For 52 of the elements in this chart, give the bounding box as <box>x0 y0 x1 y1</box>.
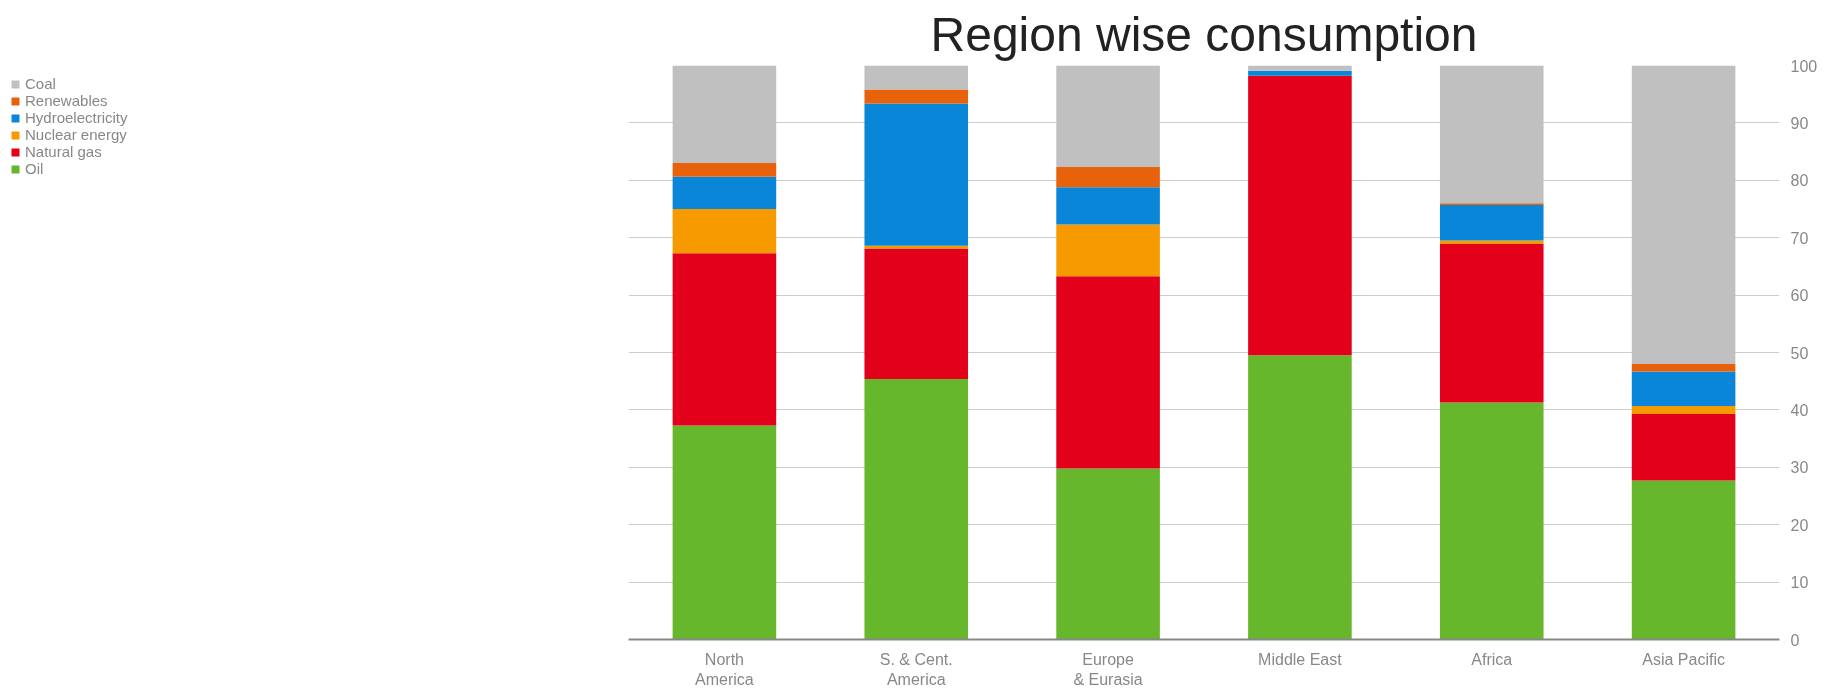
y-tick-label: 50 <box>1790 344 1809 362</box>
legend-label: Nuclear energy <box>25 126 127 143</box>
y-tick-label: 0 <box>1790 631 1800 649</box>
x-tick-label: Africa <box>1471 650 1513 668</box>
x-tick-label: North America <box>695 650 754 688</box>
bar <box>1631 413 1736 481</box>
legend-label: Natural gas <box>25 143 102 160</box>
bar <box>1056 167 1160 188</box>
y-tick-label: 100 <box>1790 57 1818 75</box>
bar <box>864 65 969 90</box>
x-tick-label: Middle East <box>1258 650 1343 668</box>
bar <box>1439 244 1544 403</box>
y-tick-label: 10 <box>1790 574 1809 592</box>
legend-label: Coal <box>25 75 56 92</box>
bar <box>1248 75 1352 356</box>
legend-label: Oil <box>25 160 45 177</box>
x-tick-label: Europe & Eurasia <box>1073 650 1143 688</box>
bar <box>1631 480 1736 640</box>
y-tick-label: 90 <box>1790 114 1809 132</box>
legend-label: Renewables <box>25 92 108 109</box>
bar <box>1056 468 1160 640</box>
y-tick-label: 40 <box>1790 401 1809 419</box>
bar <box>1439 402 1544 640</box>
y-tick-label: 60 <box>1790 287 1809 305</box>
bar <box>1248 70 1352 76</box>
bar <box>672 253 777 426</box>
bar <box>672 425 777 640</box>
x-tick-label: Asia Pacific <box>1642 650 1725 668</box>
y-tick-label: 80 <box>1790 172 1809 190</box>
chart-title: Region wise consumption <box>930 7 1478 61</box>
bar <box>672 176 777 209</box>
bar <box>1631 371 1736 406</box>
bar <box>864 89 969 104</box>
bar <box>1631 405 1736 414</box>
bar <box>1631 363 1736 372</box>
bar <box>864 245 969 249</box>
bar <box>1056 276 1160 469</box>
bar <box>1439 204 1544 241</box>
bar <box>1248 355 1352 640</box>
legend-label: Hydroelectricity <box>25 109 128 126</box>
bar <box>1056 187 1160 225</box>
y-tick-label: 20 <box>1790 516 1809 534</box>
x-tick-label: S. & Cent. America <box>879 650 953 688</box>
bar <box>672 163 777 177</box>
bar <box>672 209 777 254</box>
y-tick-label: 70 <box>1790 229 1809 247</box>
bar <box>864 103 969 246</box>
bar <box>864 248 969 379</box>
bar <box>1056 224 1160 277</box>
y-tick-label: 30 <box>1790 459 1809 477</box>
bar <box>864 378 969 640</box>
bar <box>1248 65 1352 71</box>
